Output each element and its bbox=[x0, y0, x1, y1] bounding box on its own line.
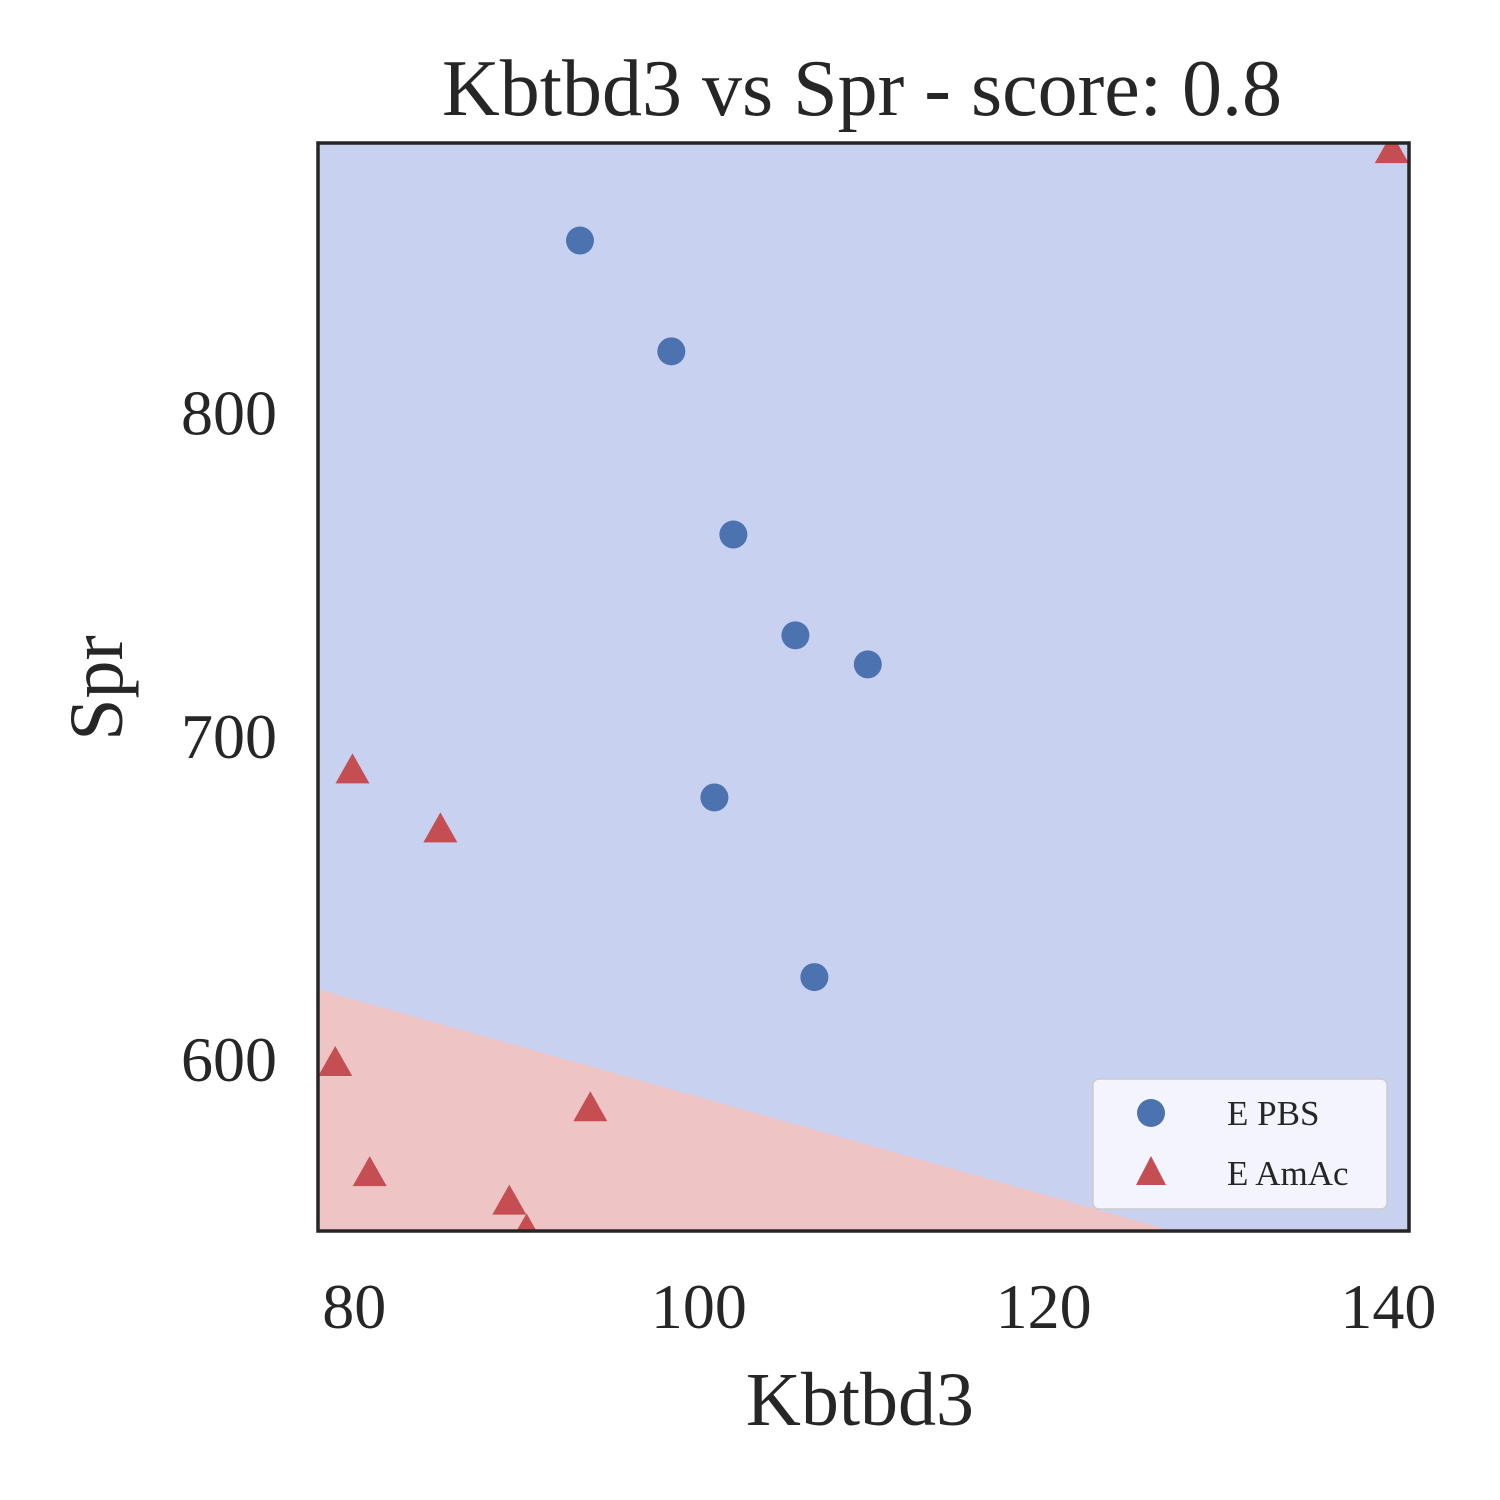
plot-area bbox=[318, 143, 1409, 1231]
y-axis-label: Spr bbox=[55, 635, 139, 741]
legend-marker-e-amac bbox=[1136, 1156, 1166, 1185]
point-e-amac-4 bbox=[318, 1045, 353, 1076]
point-e-pbs-7 bbox=[800, 963, 829, 992]
legend-marker-e-pbs bbox=[1137, 1099, 1165, 1127]
point-e-amac-3 bbox=[423, 812, 458, 843]
amac-region bbox=[318, 989, 1173, 1231]
point-e-pbs-4 bbox=[781, 621, 810, 650]
y-tick-label: 700 bbox=[181, 701, 277, 772]
legend: E PBS E AmAc bbox=[1092, 1078, 1388, 1210]
x-tick-label: 140 bbox=[1340, 1271, 1436, 1342]
point-e-pbs-3 bbox=[719, 520, 748, 549]
point-e-pbs-2 bbox=[657, 337, 686, 366]
point-e-amac-5 bbox=[573, 1091, 608, 1122]
y-tick-label: 800 bbox=[181, 378, 277, 449]
point-e-amac-1 bbox=[1374, 143, 1409, 164]
point-e-amac-6 bbox=[352, 1156, 387, 1187]
chart-title: Kbtbd3 vs Spr - score: 0.8 bbox=[442, 45, 1282, 133]
legend-label-e-amac: E AmAc bbox=[1227, 1154, 1349, 1193]
x-tick-label: 100 bbox=[651, 1271, 747, 1342]
point-e-amac-8 bbox=[516, 1213, 537, 1231]
point-e-amac-2 bbox=[335, 753, 370, 784]
x-axis-label: Kbtbd3 bbox=[746, 1358, 974, 1442]
x-tick-label: 120 bbox=[996, 1271, 1092, 1342]
point-e-pbs-1 bbox=[565, 226, 594, 255]
y-tick-labels: 600 700 800 bbox=[181, 378, 277, 1095]
legend-label-e-pbs: E PBS bbox=[1227, 1094, 1319, 1133]
x-tick-labels: 80 100 120 140 bbox=[322, 1271, 1436, 1342]
legend-box bbox=[1092, 1078, 1388, 1210]
y-tick-label: 600 bbox=[181, 1024, 277, 1095]
point-e-pbs-6 bbox=[700, 783, 729, 812]
points-layer bbox=[318, 143, 1409, 1231]
point-e-pbs-5 bbox=[853, 650, 882, 679]
plot-frame bbox=[316, 141, 1411, 1233]
x-tick-label: 80 bbox=[322, 1271, 386, 1342]
point-e-amac-7 bbox=[492, 1184, 527, 1215]
